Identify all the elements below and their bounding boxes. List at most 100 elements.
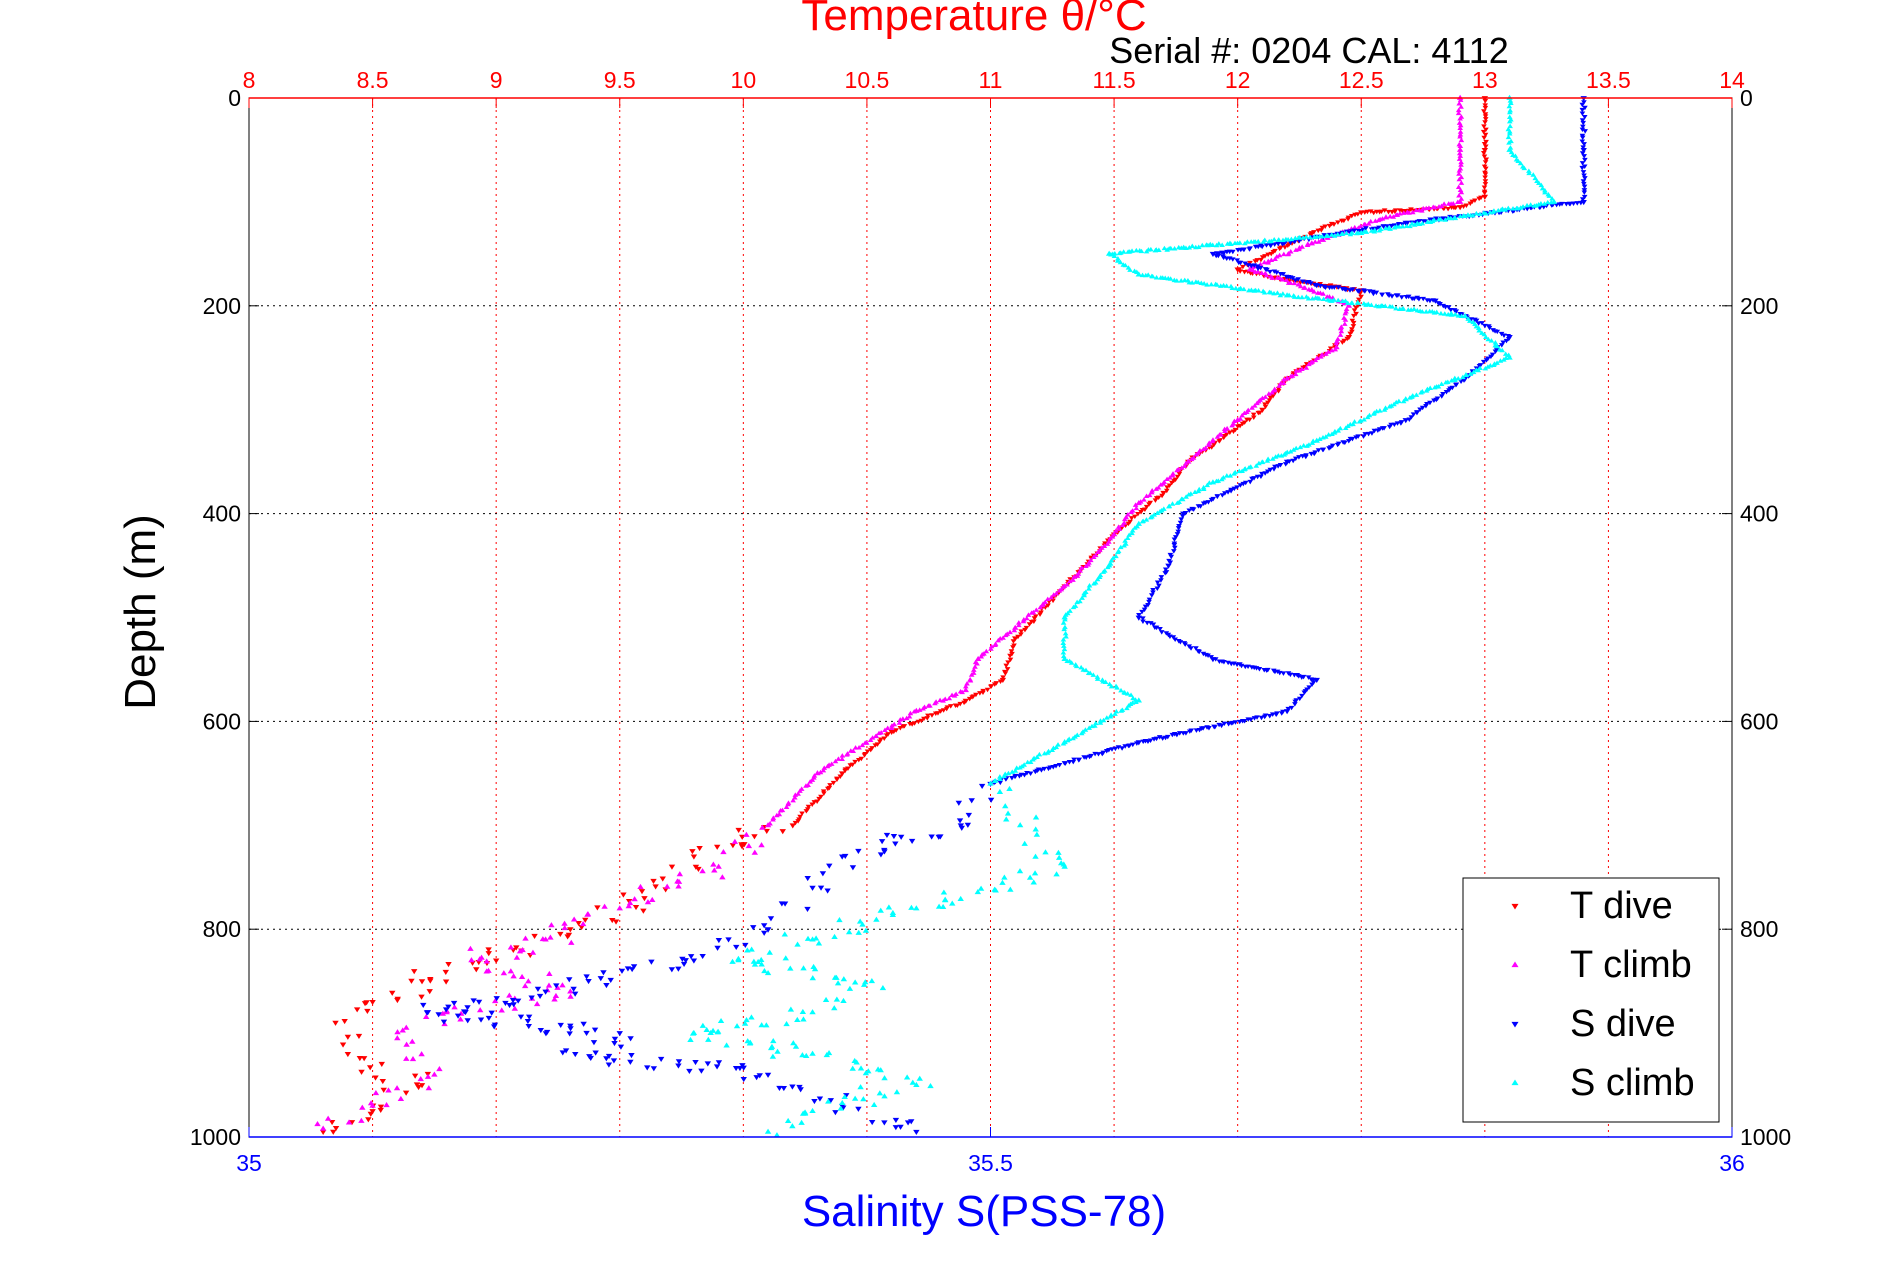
- data-point: [1247, 479, 1254, 485]
- data-point: [1340, 440, 1346, 445]
- data-point: [1351, 308, 1358, 313]
- data-point: [872, 733, 879, 739]
- data-point: [1083, 667, 1089, 673]
- data-point: [440, 1019, 448, 1025]
- data-point: [534, 986, 542, 992]
- data-point: [1482, 365, 1489, 371]
- data-point: [1458, 104, 1464, 109]
- data-point: [1290, 458, 1296, 464]
- data-point: [809, 975, 816, 981]
- data-point: [1284, 243, 1291, 249]
- data-point: [876, 730, 882, 736]
- data-point: [1181, 463, 1188, 469]
- data-point: [1579, 102, 1586, 108]
- data-point: [1269, 275, 1276, 280]
- data-point: [1365, 301, 1372, 307]
- data-point: [1424, 219, 1431, 224]
- data-point: [435, 1012, 442, 1018]
- data-point: [906, 714, 913, 719]
- data-point: [1364, 414, 1371, 420]
- data-point: [1318, 354, 1324, 359]
- data-point: [1393, 305, 1399, 311]
- data-point: [968, 798, 975, 804]
- data-point: [1140, 616, 1146, 621]
- data-point: [679, 956, 686, 962]
- data-point: [1277, 292, 1284, 298]
- data-point: [1370, 291, 1377, 297]
- data-point: [1365, 221, 1372, 226]
- data-point: [1300, 442, 1307, 448]
- data-point: [1381, 208, 1388, 213]
- data-point: [1297, 283, 1304, 289]
- data-point: [1208, 281, 1215, 287]
- data-point: [849, 1065, 856, 1071]
- data-point: [650, 878, 657, 884]
- data-point: [1149, 273, 1156, 279]
- data-point: [1461, 378, 1467, 383]
- data-point: [1505, 205, 1512, 211]
- data-point: [1380, 224, 1387, 229]
- data-point: [1334, 338, 1340, 344]
- data-point: [1070, 577, 1076, 582]
- data-point: [1060, 620, 1067, 625]
- data-point: [740, 1077, 747, 1083]
- data-point: [1280, 291, 1286, 296]
- data-point: [1580, 170, 1587, 175]
- data-point: [860, 1096, 867, 1102]
- data-point: [872, 743, 879, 748]
- data-point: [1159, 736, 1166, 741]
- data-point: [1128, 509, 1134, 515]
- data-point: [1104, 541, 1111, 546]
- data-point: [1209, 479, 1217, 485]
- data-point: [575, 920, 582, 927]
- data-point: [1385, 209, 1392, 215]
- data-point: [379, 1078, 387, 1085]
- data-point: [1457, 129, 1464, 134]
- data-point: [637, 883, 644, 889]
- data-point: [1342, 298, 1349, 303]
- data-point: [423, 1010, 431, 1016]
- data-point: [1283, 236, 1289, 242]
- data-point: [890, 834, 898, 840]
- data-point: [1077, 568, 1083, 573]
- data-point: [1255, 269, 1261, 274]
- data-point: [1432, 298, 1439, 304]
- data-point: [1003, 777, 1009, 782]
- data-point: [1027, 771, 1034, 776]
- data-point: [1483, 334, 1489, 339]
- data-point: [425, 1085, 433, 1091]
- data-point: [1060, 741, 1067, 746]
- data-point: [1188, 456, 1195, 462]
- data-point: [840, 976, 848, 982]
- data-point: [974, 655, 982, 661]
- data-point: [1107, 535, 1114, 541]
- data-point: [1393, 399, 1400, 405]
- data-point: [799, 1008, 807, 1015]
- data-point: [927, 1083, 934, 1089]
- data-point: [841, 1093, 848, 1100]
- data-point: [509, 998, 517, 1004]
- data-point: [467, 945, 474, 951]
- data-point: [929, 713, 935, 718]
- data-point: [1482, 120, 1488, 125]
- data-point: [799, 1052, 806, 1058]
- data-point: [1581, 184, 1588, 190]
- data-point: [997, 679, 1004, 684]
- data-point: [1237, 483, 1244, 488]
- data-point: [1404, 209, 1411, 214]
- data-point: [1064, 581, 1070, 587]
- data-point: [690, 958, 698, 964]
- data-point: [1168, 554, 1175, 560]
- data-point: [689, 849, 696, 855]
- data-point: [1262, 394, 1269, 399]
- data-point: [840, 997, 847, 1003]
- data-point: [1479, 321, 1485, 326]
- data-point: [983, 648, 990, 654]
- depth-tick-label-left: 600: [203, 708, 241, 734]
- data-point: [1579, 107, 1586, 113]
- data-point: [638, 889, 646, 895]
- data-point: [1062, 630, 1069, 636]
- data-point: [1456, 120, 1463, 125]
- data-point: [783, 804, 790, 809]
- data-point: [1389, 304, 1396, 309]
